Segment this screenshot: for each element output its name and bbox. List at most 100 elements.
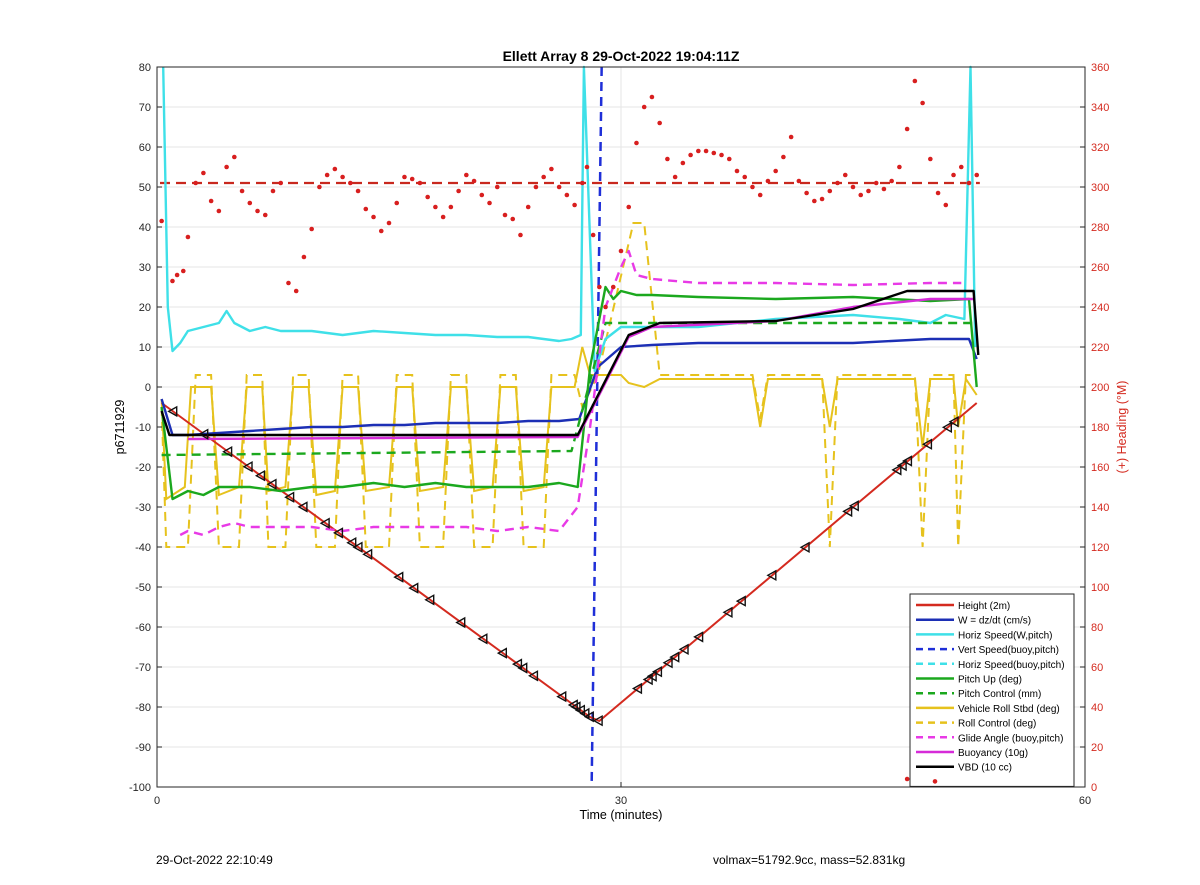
heading-point xyxy=(185,234,191,240)
height-marker xyxy=(242,461,253,473)
heading-point xyxy=(626,204,632,210)
height-marker xyxy=(678,643,689,655)
heading-point xyxy=(510,216,516,222)
heading-point xyxy=(549,166,554,172)
heading-point xyxy=(657,120,662,126)
y2-tick-label: 320 xyxy=(1091,142,1109,154)
vertical-marker-line xyxy=(590,66,603,788)
y-tick-label: -50 xyxy=(135,582,151,594)
height-marker xyxy=(352,541,363,553)
y-tick-label: 30 xyxy=(139,262,151,274)
heading-point xyxy=(873,180,879,186)
y2-tick-label: 300 xyxy=(1091,182,1109,194)
height-marker xyxy=(662,657,673,669)
heading-point xyxy=(920,100,925,106)
y2-tick-label: 220 xyxy=(1091,342,1109,354)
y2-axis-label: (+) Heading (°M) xyxy=(1115,381,1129,474)
height-marker xyxy=(222,446,233,458)
height-marker xyxy=(722,606,733,618)
y2-tick-label: 280 xyxy=(1091,222,1109,234)
y2-tick-label: 200 xyxy=(1091,382,1109,394)
series-layer xyxy=(159,65,980,788)
y2-tick-label: 240 xyxy=(1091,302,1109,314)
heading-point xyxy=(773,168,778,174)
heading-point xyxy=(734,168,740,174)
legend: Height (2m) W = dz/dt (cm/s) Horiz Speed(W… xyxy=(909,593,1075,787)
heading-point xyxy=(590,232,596,238)
y-tick-label: 0 xyxy=(145,382,151,394)
heading-point xyxy=(711,150,717,156)
height-marker xyxy=(901,455,913,467)
heading-point xyxy=(309,226,314,232)
legend-label: Roll Control (deg) xyxy=(958,719,1036,730)
y-tick-label: 20 xyxy=(139,302,151,314)
height-marker xyxy=(896,459,907,472)
legend-label: Vert Speed(buoy,pitch) xyxy=(958,645,1059,656)
heading-point xyxy=(170,278,175,284)
heading-point xyxy=(208,198,214,204)
y-tick-label: -100 xyxy=(129,782,151,794)
height-marker xyxy=(266,478,277,490)
heading-point xyxy=(556,184,562,190)
y2-tick-label: 120 xyxy=(1091,542,1109,554)
height-marker xyxy=(332,527,344,539)
heading-point xyxy=(958,164,964,170)
heading-point xyxy=(332,166,338,172)
height-marker xyxy=(393,571,404,583)
series-0 xyxy=(161,402,978,722)
heading-point xyxy=(262,212,268,218)
legend-label: Vehicle Roll Stbd (deg) xyxy=(958,704,1060,715)
y-tick-label: 40 xyxy=(139,222,151,234)
y-tick-label: -20 xyxy=(135,462,151,474)
legend-label: VBD (10 cc) xyxy=(958,763,1012,774)
heading-point xyxy=(672,174,678,180)
heading-point xyxy=(464,172,469,178)
heading-point xyxy=(943,202,949,208)
heading-point xyxy=(904,126,910,132)
y-tick-label: -70 xyxy=(135,662,151,674)
height-marker xyxy=(254,470,266,482)
height-marker xyxy=(583,711,594,723)
axes: 80706050403020100-10-20-30-40-50-60-70-8… xyxy=(129,62,1109,807)
heading-point xyxy=(159,218,164,224)
height-marker xyxy=(319,517,330,529)
heading-point xyxy=(819,196,825,202)
height-marker xyxy=(511,658,523,670)
legend-label: Pitch Control (mm) xyxy=(958,689,1041,700)
y2-tick-label: 140 xyxy=(1091,502,1109,514)
heading-point xyxy=(541,174,546,180)
heading-point xyxy=(827,188,833,194)
heading-point xyxy=(378,228,384,234)
y-tick-label: 60 xyxy=(139,142,151,154)
heading-point xyxy=(850,184,856,190)
y-tick-label: -90 xyxy=(135,742,151,754)
heading-point xyxy=(835,180,840,186)
heading-point xyxy=(665,156,670,162)
heading-point xyxy=(757,192,763,198)
y-tick-label: -10 xyxy=(135,422,151,434)
heading-point xyxy=(394,200,400,206)
height-marker xyxy=(408,582,419,594)
heading-point xyxy=(966,180,972,186)
heading-point xyxy=(386,220,392,226)
heading-point xyxy=(409,176,415,182)
heading-point xyxy=(928,156,933,162)
series-5 xyxy=(160,285,978,501)
height-marker xyxy=(848,500,859,512)
legend-label: Height (2m) xyxy=(958,601,1010,612)
heading-point xyxy=(502,212,508,218)
series-9 xyxy=(179,249,962,537)
height-marker xyxy=(424,594,435,606)
footer-timestamp: 29-Oct-2022 22:10:49 xyxy=(156,853,273,867)
heading-point xyxy=(487,200,492,206)
heading-point xyxy=(866,188,871,194)
heading-point xyxy=(216,208,222,214)
y-tick-label: 70 xyxy=(139,102,151,114)
height-marker xyxy=(455,616,466,629)
legend-label: Glide Angle (buoy,pitch) xyxy=(958,733,1063,744)
height-marker xyxy=(362,548,373,560)
heading-point xyxy=(610,284,616,290)
heading-point xyxy=(584,164,590,170)
heading-point xyxy=(355,188,361,194)
height-marker xyxy=(592,715,603,727)
